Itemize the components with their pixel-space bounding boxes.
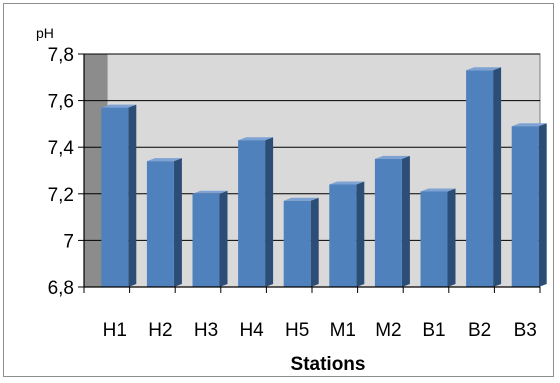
bar-side (447, 188, 456, 287)
bar-side (493, 67, 502, 287)
x-tick-label: H3 (194, 320, 218, 341)
bars (101, 67, 547, 287)
x-tick-label: H2 (148, 320, 172, 341)
axes (83, 54, 541, 293)
bar-top (466, 67, 502, 71)
bar-front (511, 126, 539, 287)
bar (192, 190, 228, 287)
bar-top (283, 197, 319, 201)
bar-side (310, 197, 319, 287)
bar (329, 181, 365, 287)
x-tick-label: B2 (468, 320, 491, 341)
bar (101, 104, 137, 287)
bar-front (283, 200, 311, 287)
bar-side (356, 181, 365, 287)
bar-top (511, 123, 547, 127)
bar-front (466, 70, 494, 287)
bar-side (401, 155, 410, 287)
bar (146, 158, 182, 287)
bar (374, 155, 410, 287)
bar-front (420, 191, 448, 287)
bar-front (238, 140, 266, 287)
y-tick-label: 7,8 (48, 45, 74, 66)
x-tick-label: M1 (330, 320, 356, 341)
bar-top (146, 158, 182, 162)
bar-front (329, 184, 357, 287)
x-tick-label: H5 (285, 320, 309, 341)
bar-front (101, 107, 129, 287)
y-axis-title: pH (36, 25, 54, 41)
bar (420, 188, 456, 287)
y-tick-label: 7,6 (48, 92, 74, 113)
bar-side (128, 104, 137, 287)
bar (238, 137, 274, 287)
bar-front (192, 193, 220, 287)
bar (466, 67, 502, 287)
y-tick-label: 6,8 (48, 278, 74, 299)
plot-side-wall (84, 54, 107, 287)
y-tick-label: 7,2 (48, 185, 74, 206)
y-tick-label: 7 (63, 231, 74, 252)
y-tick-labels: 6,8 7 7,2 7,4 7,6 7,8 (48, 45, 75, 299)
x-tick-label: H4 (239, 320, 264, 341)
bar-front (374, 158, 402, 287)
bar-side (173, 158, 182, 287)
x-tick-label: B3 (514, 320, 537, 341)
bar-top (329, 181, 365, 185)
x-tick-label: B1 (422, 320, 445, 341)
bar-top (192, 190, 228, 194)
bar-top (238, 137, 274, 141)
x-tick-labels: H1 H2 H3 H4 H5 M1 M2 B1 B2 B3 (103, 320, 537, 341)
bar-side (265, 137, 274, 287)
bar-front (146, 161, 174, 287)
bar-top (374, 155, 410, 159)
x-axis-title: Stations (291, 354, 366, 375)
x-tick-label: M2 (375, 320, 401, 341)
bar (511, 123, 547, 287)
x-tick-label: H1 (103, 320, 127, 341)
y-tick-label: 7,4 (48, 138, 75, 159)
bar-top (420, 188, 456, 192)
bar-side (219, 190, 228, 287)
bar-side (538, 123, 547, 287)
bar (283, 197, 319, 287)
bar-top (101, 104, 137, 108)
